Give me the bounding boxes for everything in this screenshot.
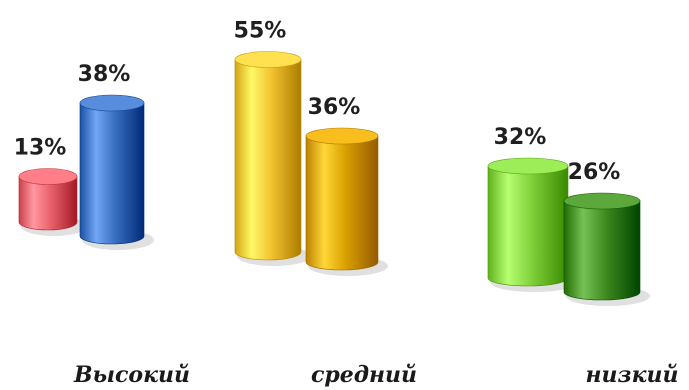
bar-top-cap (305, 127, 379, 145)
bar-body (234, 59, 302, 261)
bar-55pct (234, 51, 311, 266)
value-label: 38% (78, 62, 131, 87)
bar-body (305, 135, 379, 271)
value-label: 32% (494, 125, 547, 150)
category-labels-layer: Высокий средний низкий (73, 362, 678, 388)
category-label: Высокий (73, 362, 190, 388)
category-label: низкий (586, 362, 679, 388)
bar-body (18, 176, 78, 231)
value-label: 13% (14, 136, 67, 161)
bars-layer (18, 51, 650, 306)
bar-body (487, 165, 569, 287)
bar-26pct (563, 192, 650, 306)
bar-36pct (305, 127, 388, 276)
category-label: средний (311, 362, 417, 388)
value-label: 26% (568, 160, 621, 185)
bar-38pct (79, 94, 154, 250)
value-label: 36% (308, 95, 361, 120)
bar-top-cap (487, 157, 569, 175)
bar-top-cap (79, 94, 145, 112)
bar-top-cap (18, 168, 78, 185)
bar-top-cap (234, 51, 302, 68)
bar-13pct (18, 168, 87, 236)
value-labels-layer: 13% 38% 55% 36% 32% 26% (14, 19, 621, 186)
bar-top-cap (563, 192, 641, 210)
value-label: 55% (234, 19, 287, 44)
bar-body (563, 200, 641, 301)
bar-body (79, 102, 145, 245)
